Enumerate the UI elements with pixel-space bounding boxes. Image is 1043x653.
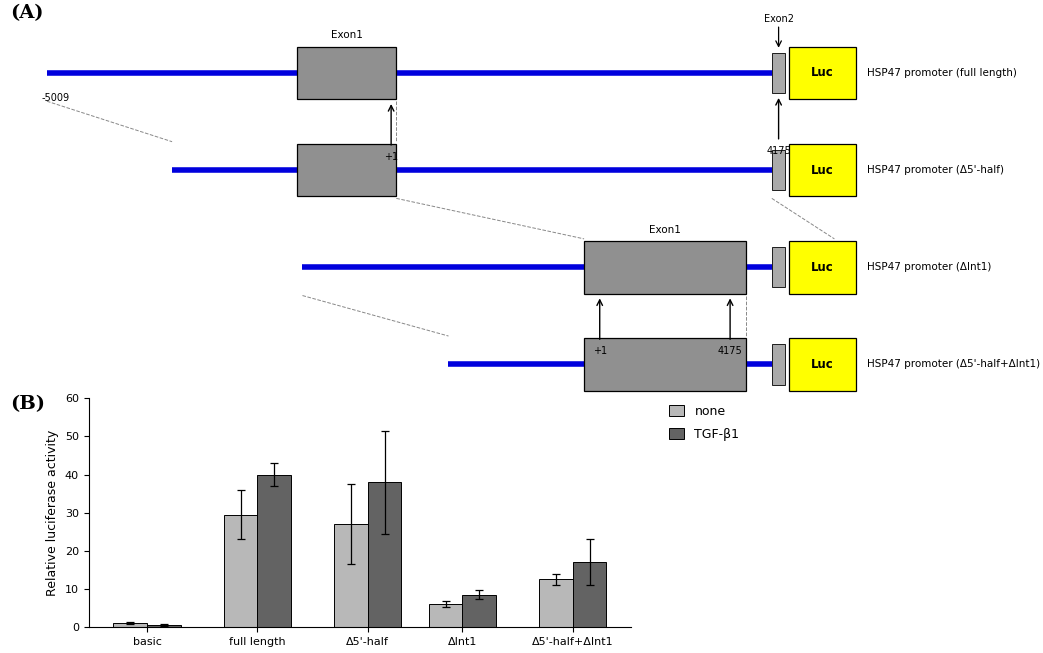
Bar — [258, 475, 291, 627]
Bar — [789, 338, 856, 390]
Bar — [297, 46, 396, 99]
Text: Exon1: Exon1 — [331, 31, 363, 40]
X-axis label: HSP47 promoter: HSP47 promoter — [309, 652, 411, 653]
Bar — [147, 625, 180, 627]
Text: 4175: 4175 — [718, 346, 743, 356]
Bar — [429, 604, 462, 627]
Y-axis label: Relative luciferase activity: Relative luciferase activity — [46, 430, 59, 596]
Bar — [462, 594, 496, 627]
Text: HSP47 promoter (full length): HSP47 promoter (full length) — [867, 68, 1017, 78]
Bar — [368, 482, 402, 627]
Text: Luc: Luc — [811, 261, 833, 274]
Bar — [772, 150, 785, 190]
Text: Luc: Luc — [811, 358, 833, 371]
Bar — [297, 144, 396, 197]
Bar — [772, 247, 785, 287]
Legend: none, TGF-β1: none, TGF-β1 — [664, 400, 745, 446]
Text: +1: +1 — [592, 346, 607, 356]
Text: Luc: Luc — [811, 163, 833, 176]
Bar — [584, 338, 746, 390]
Text: (B): (B) — [10, 395, 46, 413]
Text: HSP47 promoter (Δ5'-half): HSP47 promoter (Δ5'-half) — [867, 165, 1003, 175]
Bar — [114, 623, 147, 627]
Text: (A): (A) — [10, 4, 44, 22]
Text: HSP47 promoter (Δ5'-half+ΔInt1): HSP47 promoter (Δ5'-half+ΔInt1) — [867, 359, 1040, 370]
Text: Exon1: Exon1 — [649, 225, 681, 235]
Text: +1: +1 — [384, 151, 398, 162]
Bar — [584, 241, 746, 293]
Bar — [789, 144, 856, 197]
Bar — [772, 344, 785, 385]
Bar — [789, 241, 856, 293]
Text: -5009: -5009 — [42, 93, 70, 103]
Text: Luc: Luc — [811, 67, 833, 80]
Text: Exon2: Exon2 — [763, 14, 794, 24]
Bar — [573, 562, 606, 627]
Text: 4175: 4175 — [767, 146, 791, 156]
Bar — [789, 46, 856, 99]
Bar — [223, 515, 258, 627]
Text: HSP47 promoter (ΔInt1): HSP47 promoter (ΔInt1) — [867, 263, 991, 272]
Bar — [539, 579, 573, 627]
Bar — [772, 53, 785, 93]
Bar — [334, 524, 368, 627]
